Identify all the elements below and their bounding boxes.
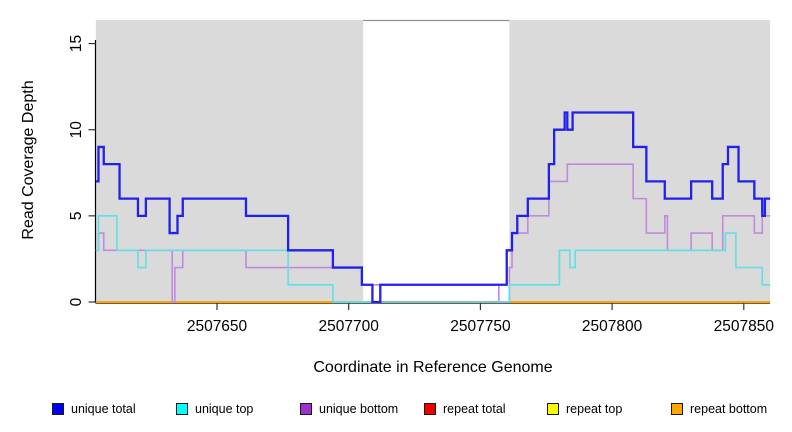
legend-label: unique bottom bbox=[319, 402, 399, 416]
x-tick-label: 2507650 bbox=[187, 318, 248, 335]
legend-label: repeat top bbox=[566, 402, 623, 416]
legend-item-unique-top: unique top bbox=[176, 400, 253, 418]
y-axis-title: Read Coverage Depth bbox=[20, 80, 37, 239]
legend-swatch-unique-total-icon bbox=[52, 403, 64, 415]
chart-legend: unique total unique top unique bottom re… bbox=[0, 400, 792, 422]
legend-item-repeat-top: repeat top bbox=[547, 400, 622, 418]
legend-item-unique-bottom: unique bottom bbox=[300, 400, 398, 418]
x-tick-label: 2507700 bbox=[319, 318, 380, 335]
legend-item-repeat-bottom: repeat bottom bbox=[671, 400, 767, 418]
x-tick-label: 2507800 bbox=[582, 318, 643, 335]
series-unique-total bbox=[95, 111, 771, 304]
y-tick-label: 5 bbox=[68, 212, 85, 221]
legend-label: repeat bottom bbox=[690, 402, 768, 416]
x-axis-title: Coordinate in Reference Genome bbox=[313, 359, 552, 376]
legend-swatch-unique-bottom-icon bbox=[300, 403, 312, 415]
shaded-region bbox=[509, 20, 771, 303]
legend-swatch-unique-top-icon bbox=[176, 403, 188, 415]
y-tick-label: 10 bbox=[68, 121, 85, 139]
legend-label: unique total bbox=[71, 402, 136, 416]
y-tick-label: 15 bbox=[68, 35, 85, 52]
x-tick-label: 2507850 bbox=[714, 318, 775, 335]
legend-label: repeat total bbox=[443, 402, 506, 416]
x-tick-label: 2507750 bbox=[450, 318, 511, 335]
legend-label: unique top bbox=[195, 402, 254, 416]
legend-item-unique-total: unique total bbox=[52, 400, 136, 418]
shaded-region bbox=[95, 20, 364, 303]
series-unique-top bbox=[95, 215, 771, 303]
legend-item-repeat-total: repeat total bbox=[424, 400, 506, 418]
legend-swatch-repeat-bottom-icon bbox=[671, 403, 683, 415]
legend-swatch-repeat-total-icon bbox=[424, 403, 436, 415]
y-tick-label: 0 bbox=[68, 297, 85, 306]
series-unique-bottom bbox=[95, 163, 771, 303]
legend-swatch-repeat-top-icon bbox=[547, 403, 559, 415]
